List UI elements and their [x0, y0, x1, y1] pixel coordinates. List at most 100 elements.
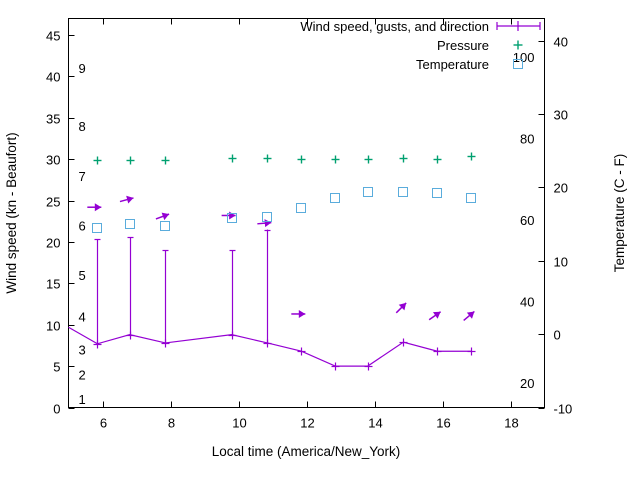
- beaufort-label: 3: [79, 343, 86, 358]
- arrow-head: [126, 195, 134, 204]
- legend-label: Wind speed, gusts, and direction: [300, 19, 489, 34]
- pressure-marker: [399, 154, 408, 163]
- legend-square-sample: [512, 58, 524, 70]
- x-axis-tick-labels: 6 8 10 12 14 16 18: [100, 416, 519, 431]
- beaufort-label: 2: [79, 367, 86, 382]
- pressure-marker: [467, 152, 476, 161]
- legend-entry: Temperature: [416, 57, 524, 72]
- temperature-marker: [362, 186, 374, 198]
- arrow-head: [161, 212, 170, 221]
- temperature-marker: [397, 186, 409, 198]
- beaufort-label: 9: [79, 61, 86, 76]
- beaufort-label: 1: [79, 392, 86, 407]
- y-tick-label: 35: [46, 112, 60, 127]
- y2-tick-label: 40: [554, 35, 568, 50]
- y2-tick-label: 20: [554, 181, 568, 196]
- pressure-markers: [93, 152, 476, 165]
- x-tick-label: 6: [100, 416, 107, 431]
- y-tick-label: 5: [53, 360, 60, 375]
- arrow-head: [298, 309, 306, 318]
- gust-stems: [94, 229, 271, 344]
- x-tick-label: 18: [504, 416, 518, 431]
- arrow-head: [432, 311, 441, 319]
- x-tick-label: 16: [436, 416, 450, 431]
- arrow-head: [466, 311, 475, 319]
- wind-direction-arrow: [87, 203, 102, 212]
- y-axis-left-title: Wind speed (kn - Beaufort): [4, 132, 19, 293]
- pressure-marker: [297, 155, 306, 164]
- fahrenheit-label: 100: [513, 50, 535, 65]
- y-tick-label: 0: [53, 402, 60, 417]
- wind-speed-markers: [93, 331, 476, 371]
- wind-direction-arrow: [155, 212, 170, 221]
- fahrenheit-label: 20: [520, 376, 534, 391]
- temperature-markers: [91, 186, 477, 234]
- pressure-marker: [263, 154, 272, 163]
- y-tick-label: 40: [46, 70, 60, 85]
- pressure-marker: [433, 155, 442, 164]
- fahrenheit-inner-labels: 20 40 60 80 100: [513, 50, 535, 391]
- y2-tick-label: 10: [554, 255, 568, 270]
- temperature-marker: [226, 212, 238, 224]
- y-axis-left-ticks: [68, 35, 75, 409]
- wind-direction-arrows: [87, 195, 475, 322]
- y-axis-left-tick-labels: 0 5 10 15 20 25 30 35 40 45: [46, 29, 60, 417]
- fahrenheit-label: 80: [520, 131, 534, 146]
- x-tick-label: 12: [300, 416, 314, 431]
- wind-direction-arrow: [395, 302, 407, 314]
- arrow-head: [398, 302, 407, 311]
- wind-direction-arrow: [428, 311, 442, 321]
- temperature-marker: [295, 202, 307, 214]
- x-tick-label: 10: [232, 416, 246, 431]
- y-tick-label: 25: [46, 195, 60, 210]
- x-tick-label: 14: [368, 416, 382, 431]
- beaufort-label: 5: [79, 268, 86, 283]
- wind-direction-arrow: [291, 309, 306, 318]
- pressure-marker: [364, 155, 373, 164]
- temperature-marker: [465, 192, 477, 204]
- beaufort-label: 6: [79, 218, 86, 233]
- chart-legend: Wind speed, gusts, and direction Pressure…: [300, 19, 541, 72]
- temperature-marker: [329, 192, 341, 204]
- y-tick-label: 10: [46, 319, 60, 334]
- legend-entry: Pressure: [437, 38, 523, 53]
- beaufort-label: 7: [79, 169, 86, 184]
- pressure-marker: [331, 155, 340, 164]
- y-tick-label: 30: [46, 153, 60, 168]
- wind-speed-line: [68, 326, 472, 367]
- legend-entry: Wind speed, gusts, and direction: [300, 19, 541, 34]
- temperature-marker: [124, 218, 136, 230]
- y-tick-label: 45: [46, 29, 60, 44]
- y-axis-right-tick-labels: -10 0 10 20 30 40: [554, 35, 573, 417]
- beaufort-label: 4: [79, 309, 86, 324]
- y2-tick-label: 30: [554, 108, 568, 123]
- temperature-marker: [159, 220, 171, 232]
- plot-frame: [68, 18, 545, 408]
- temperature-marker: [431, 187, 443, 199]
- y2-tick-label: -10: [554, 402, 573, 417]
- wind-direction-arrow: [463, 310, 475, 322]
- y-tick-label: 20: [46, 236, 60, 251]
- beaufort-label: 8: [79, 119, 86, 134]
- fahrenheit-label: 60: [520, 213, 534, 228]
- arrow-head: [94, 203, 102, 212]
- beaufort-inner-labels: 1 2 3 4 5 6 7 8 9: [79, 61, 86, 407]
- y-axis-right-title: Temperature (C - F): [612, 154, 627, 273]
- legend-label: Temperature: [416, 57, 489, 72]
- pressure-marker: [93, 156, 102, 165]
- y2-tick-label: 0: [554, 328, 561, 343]
- y-tick-label: 15: [46, 277, 60, 292]
- pressure-marker: [126, 156, 135, 165]
- wind-speed-polyline: [68, 326, 472, 367]
- wind-direction-arrow: [119, 195, 134, 204]
- temperature-marker: [261, 211, 273, 223]
- temperature-marker: [91, 222, 103, 234]
- x-axis-title: Local time (America/New_York): [212, 444, 401, 459]
- pressure-marker: [161, 156, 170, 165]
- x-tick-label: 8: [168, 416, 175, 431]
- pressure-marker: [228, 154, 237, 163]
- y-axis-right-ticks: [538, 41, 545, 409]
